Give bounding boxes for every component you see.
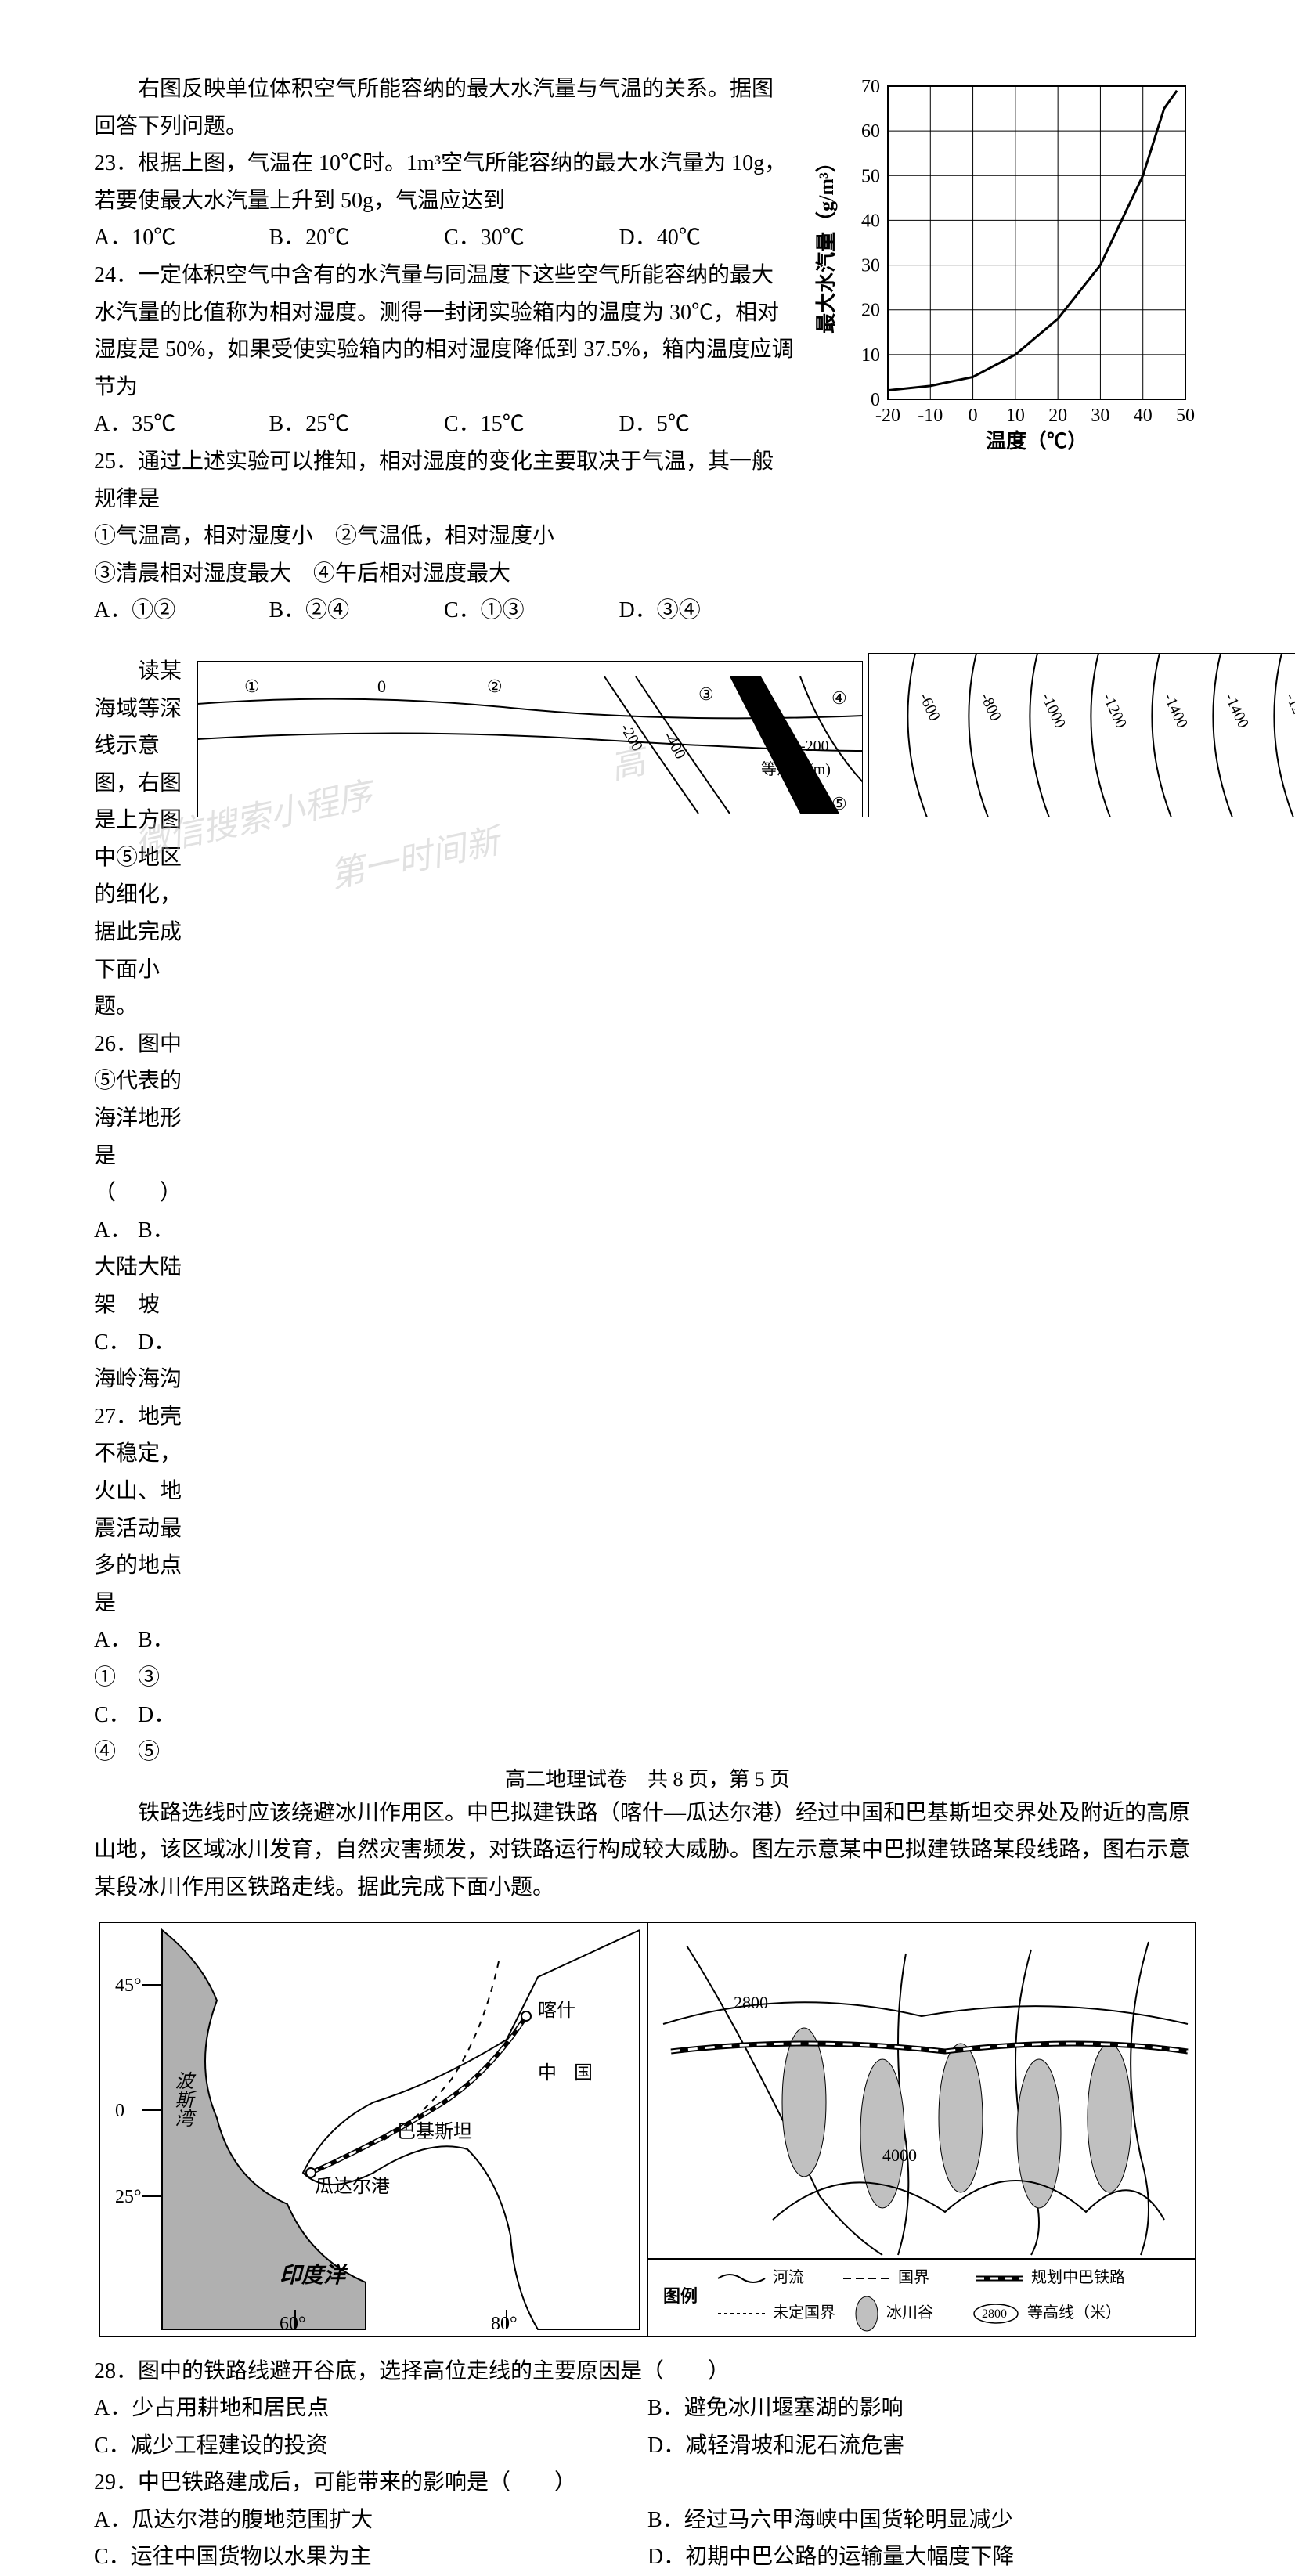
svg-text:20: 20 xyxy=(1048,406,1067,426)
svg-text:50: 50 xyxy=(861,166,880,186)
svg-text:50: 50 xyxy=(1176,406,1195,426)
svg-text:40: 40 xyxy=(1134,406,1153,426)
svg-text:未定国界: 未定国界 xyxy=(773,2304,835,2322)
q25-s1: ①气温高，相对湿度小 ②气温低，相对湿度小 xyxy=(94,518,794,555)
svg-text:-10: -10 xyxy=(918,406,943,426)
q25-A: A．①② xyxy=(94,592,269,630)
page-footer: 高二地理试卷 共 8 页，第 5 页 xyxy=(0,1763,1295,1792)
q29-B: B．经过马六甲海峡中国货轮明显减少 xyxy=(648,2502,1201,2539)
rail-map-left: 45° 0 25° 60° 80° 喀什中 国巴基斯坦瓜达尔港 波斯湾印度洋 xyxy=(99,1922,648,2337)
svg-text:规划中巴铁路: 规划中巴铁路 xyxy=(1031,2268,1125,2286)
q27-C: C．④ xyxy=(94,1697,138,1771)
q29-A: A．瓜达尔港的腹地范围扩大 xyxy=(94,2502,648,2539)
bathymetry-diagram-top: ①0②③④-200-400-200等深线(m)⑤ xyxy=(197,661,863,817)
svg-text:40: 40 xyxy=(861,211,880,231)
svg-text:0: 0 xyxy=(871,390,880,410)
svg-text:80°: 80° xyxy=(491,2314,518,2334)
q26-B: B．大陆坡 xyxy=(138,1212,182,1324)
intro2-text: 读某海域等深线示意图，右图是上方图中⑤地区的细化，据此完成下面小题。 xyxy=(94,653,182,1026)
q25-options: A．①② B．②④ C．①③ D．③④ xyxy=(94,592,794,630)
svg-text:①: ① xyxy=(244,676,260,696)
q24-D: D．5℃ xyxy=(619,406,795,443)
q24-A: A．35℃ xyxy=(94,406,269,443)
intro-text: 右图反映单位体积空气所能容纳的最大水汽量与气温的关系。据图回答下列问题。 xyxy=(94,70,794,145)
q29-stem: 29．中巴铁路建成后，可能带来的影响是（ ） xyxy=(94,2464,1201,2502)
svg-text:4000: 4000 xyxy=(882,2145,917,2165)
svg-text:25°: 25° xyxy=(115,2187,142,2207)
svg-text:波斯湾: 波斯湾 xyxy=(171,2071,193,2127)
q27-stem: 27．地壳不稳定，火山、地震活动最多的地点是 xyxy=(94,1398,182,1622)
svg-text:0: 0 xyxy=(115,2101,124,2121)
q23-D: D．40℃ xyxy=(619,219,795,257)
svg-text:瓜达尔港: 瓜达尔港 xyxy=(315,2176,390,2197)
q25-D: D．③④ xyxy=(619,592,795,630)
svg-text:等深线(m): 等深线(m) xyxy=(761,760,831,778)
svg-text:45°: 45° xyxy=(115,1975,142,1996)
q28-options: A．少占用耕地和居民点 B．避免冰川堰塞湖的影响 C．减少工程建设的投资 D．减… xyxy=(94,2390,1201,2464)
q26-A: A．大陆架 xyxy=(94,1212,138,1324)
svg-text:温度（℃）: 温度（℃） xyxy=(986,429,1088,453)
q23-stem: 23．根据上图，气温在 10℃时。1m³空气所能容纳的最大水汽量为 10g，若要… xyxy=(94,145,794,219)
q28-B: B．避免冰川堰塞湖的影响 xyxy=(648,2390,1201,2427)
q24-C: C．15℃ xyxy=(444,406,619,443)
svg-text:冰川谷: 冰川谷 xyxy=(886,2304,933,2322)
q23-options: A．10℃ B．20℃ C．30℃ D．40℃ xyxy=(94,219,794,257)
q24-B: B．25℃ xyxy=(269,406,445,443)
svg-text:④: ④ xyxy=(831,688,847,708)
q24-options: A．35℃ B．25℃ C．15℃ D．5℃ xyxy=(94,406,794,443)
svg-text:20: 20 xyxy=(861,301,880,321)
q29-options: A．瓜达尔港的腹地范围扩大 B．经过马六甲海峡中国货轮明显减少 C．运往中国货物… xyxy=(94,2502,1201,2576)
q23-A: A．10℃ xyxy=(94,219,269,257)
q26-C: C．海岭 xyxy=(94,1324,138,1398)
svg-text:中 国: 中 国 xyxy=(538,2062,599,2084)
svg-text:⑤: ⑤ xyxy=(831,794,847,814)
q23-C: C．30℃ xyxy=(444,219,619,257)
q23-B: B．20℃ xyxy=(269,219,445,257)
svg-text:印度洋: 印度洋 xyxy=(280,2263,348,2288)
q26-options: A．大陆架 B．大陆坡 C．海岭 D．海沟 xyxy=(94,1212,182,1398)
q29-D: D．初期中巴公路的运输量大幅度下降 xyxy=(648,2538,1201,2576)
q28-C: C．减少工程建设的投资 xyxy=(94,2427,648,2465)
q29-C: C．运往中国货物以水果为主 xyxy=(94,2538,648,2576)
q28-stem: 28．图中的铁路线避开谷底，选择高位走线的主要原因是（ ） xyxy=(94,2353,1201,2390)
svg-text:等高线（米）: 等高线（米） xyxy=(1027,2304,1121,2322)
svg-text:2800: 2800 xyxy=(734,1993,768,2012)
rail-map-right: 2800 4000 图例 河流 国界 规划中巴铁路未定国界 冰川谷 2800 等高线（米） xyxy=(648,1922,1196,2337)
svg-text:0: 0 xyxy=(377,676,386,696)
svg-text:70: 70 xyxy=(861,77,880,97)
q25-s2: ③清晨相对湿度最大 ④午后相对湿度最大 xyxy=(94,555,794,593)
q27-options: A．① B．③ C．④ D．⑤ xyxy=(94,1622,182,1770)
q28-A: A．少占用耕地和居民点 xyxy=(94,2390,648,2427)
q28-D: D．减轻滑坡和泥石流危害 xyxy=(648,2427,1201,2465)
q24-stem: 24．一定体积空气中含有的水汽量与同温度下这些空气所能容纳的最大水汽量的比值称为… xyxy=(94,257,794,406)
svg-text:30: 30 xyxy=(861,256,880,276)
svg-text:③: ③ xyxy=(698,684,714,704)
svg-text:②: ② xyxy=(487,676,503,696)
svg-text:最大水汽量（g/m³）: 最大水汽量（g/m³） xyxy=(815,152,838,334)
svg-text:国界: 国界 xyxy=(898,2269,929,2286)
svg-text:0: 0 xyxy=(969,406,978,426)
svg-text:河流: 河流 xyxy=(773,2268,804,2286)
svg-text:60°: 60° xyxy=(280,2314,306,2334)
svg-text:10: 10 xyxy=(861,345,880,366)
q25-B: B．②④ xyxy=(269,592,445,630)
q25-stem: 25．通过上述实验可以推知，相对湿度的变化主要取决于气温，其一般规律是 xyxy=(94,443,794,518)
q27-A: A．① xyxy=(94,1622,138,1696)
q27-B: B．③ xyxy=(138,1622,182,1696)
bathymetry-diagram-bottom: -600-800-1000-1200-1400-1400-1200-1000-8… xyxy=(868,653,1295,817)
q25-C: C．①③ xyxy=(444,592,619,630)
svg-text:60: 60 xyxy=(861,121,880,142)
svg-text:2800: 2800 xyxy=(982,2307,1007,2321)
svg-text:10: 10 xyxy=(1006,406,1025,426)
q27-D: D．⑤ xyxy=(138,1697,182,1771)
q26-stem: 26．图中⑤代表的海洋地形是（ ） xyxy=(94,1026,182,1212)
q26-D: D．海沟 xyxy=(138,1324,182,1398)
svg-text:巴基斯坦: 巴基斯坦 xyxy=(397,2121,472,2142)
intro3-text: 铁路选线时应该绕避冰川作用区。中巴拟建铁路（喀什—瓜达尔港）经过中国和巴基斯坦交… xyxy=(94,1795,1201,1907)
humidity-chart: -20-1001020304050010203040506070温度（℃）最大水… xyxy=(810,70,1201,462)
svg-text:图例: 图例 xyxy=(663,2286,698,2306)
svg-text:喀什: 喀什 xyxy=(538,2000,575,2021)
svg-text:30: 30 xyxy=(1091,406,1109,426)
svg-text:-200: -200 xyxy=(800,738,829,755)
